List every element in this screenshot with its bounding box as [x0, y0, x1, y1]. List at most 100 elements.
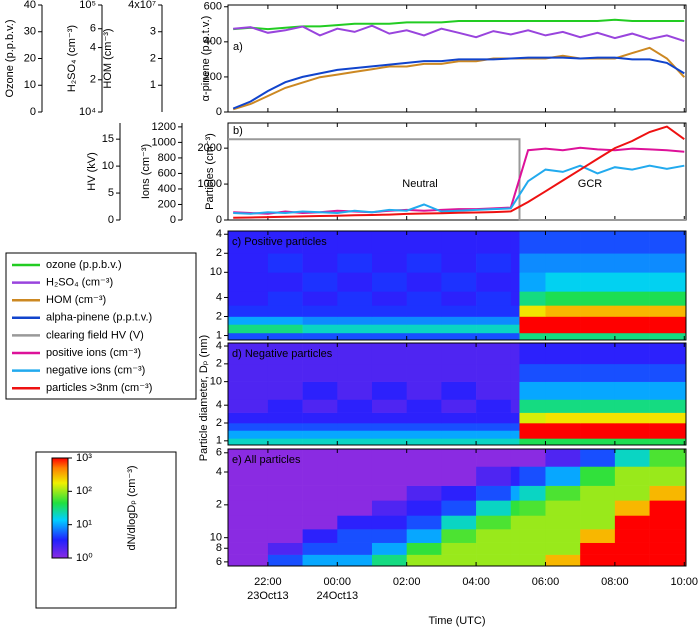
heatmap-cell [649, 363, 687, 382]
heatmap-cell [302, 485, 338, 501]
heatmap-cell [649, 554, 687, 567]
x-tick-label: 04:00 [462, 576, 490, 588]
heatmap-cell [267, 363, 303, 382]
y-tick-label: 0 [216, 214, 222, 226]
heatmap-cell [228, 231, 269, 254]
heatmap-cell [614, 423, 650, 431]
heatmap-cell [614, 515, 650, 530]
y-tick-label: 1000 [152, 136, 176, 148]
heatmap-cell [476, 305, 512, 317]
heatmap-cell [614, 542, 650, 555]
heatmap-cell [406, 381, 442, 400]
heatmap-cell [371, 438, 407, 446]
y-tick-label: 5 [108, 187, 114, 199]
x-tick-date: 23Oct13 [247, 590, 289, 602]
heatmap-cell [519, 324, 546, 334]
heatmap-cell [228, 542, 269, 555]
x-tick-date: 24Oct13 [316, 590, 358, 602]
heatmap-cell [337, 515, 373, 530]
heatmap-cell [614, 485, 650, 501]
heatmap-cell [371, 381, 407, 400]
heatmap-cell [510, 412, 520, 424]
y-tick-label: 2 [216, 310, 222, 322]
heatmap-cell [649, 438, 687, 446]
plot-frame [227, 4, 687, 113]
y-tick-label: 15 [102, 133, 114, 145]
heatmap-cell [476, 399, 512, 413]
y-tick-label: 1 [150, 79, 156, 91]
series-line [233, 24, 685, 43]
heatmap-cell [441, 515, 477, 530]
heatmap-cell [302, 399, 338, 413]
heatmap-cell [337, 343, 373, 365]
heatmap-cell [302, 305, 338, 317]
heatmap-cell [441, 399, 477, 413]
y-tick-label: 30 [24, 26, 36, 38]
y-tick-label: 40 [24, 0, 36, 11]
heatmap-cell [580, 430, 616, 439]
y-tick-label: 200 [158, 198, 176, 210]
heatmap-cell [545, 231, 581, 254]
axis-title: Ozone (p.p.b.v.) [4, 19, 16, 97]
heatmap-cell [267, 231, 303, 254]
heatmap-cell [545, 291, 581, 306]
heatmap-cell [337, 332, 373, 341]
heatmap-cell [649, 449, 687, 467]
heatmap-cell [371, 399, 407, 413]
heatmap-cell [510, 554, 520, 567]
heatmap-cell [614, 253, 650, 273]
legend-label: H₂SO₄ (cm⁻³) [46, 277, 113, 289]
heatmap-cell [614, 316, 650, 325]
heatmap-cell [267, 554, 303, 567]
heatmap-cell [476, 449, 512, 467]
plot-frame [227, 230, 687, 341]
heatmap-cell [371, 449, 407, 467]
heatmap-cell [614, 438, 650, 446]
heatmap-cell [267, 423, 303, 431]
heatmap-cell [267, 466, 303, 486]
heatmap-cell [228, 515, 269, 530]
heatmap-cell [510, 529, 520, 543]
heatmap-cell [302, 316, 338, 325]
colorbar-tick-label: 10¹ [76, 519, 92, 531]
heatmap-cell [614, 412, 650, 424]
heatmap-cell [649, 291, 687, 306]
heatmap-cell [441, 430, 477, 439]
y-tick-label: 10⁵ [79, 0, 96, 11]
axis-title: α-pinene (p.p.t.v.) [200, 16, 212, 102]
y-tick-label: 2 [216, 499, 222, 511]
heatmap-cell [406, 316, 442, 325]
colorbar-tick-label: 10⁰ [76, 552, 93, 564]
heatmap-cell [510, 449, 520, 467]
heatmap-cell [510, 515, 520, 530]
heatmap-cell [510, 542, 520, 555]
heatmap-cell [441, 291, 477, 306]
heatmap-cell [614, 324, 650, 334]
x-tick-label: 00:00 [324, 576, 352, 588]
heatmap-cell [228, 381, 269, 400]
axis-title: Particles (cm⁻³) [204, 133, 216, 210]
heatmap-cell [406, 305, 442, 317]
heatmap-cell [302, 332, 338, 341]
heatmap-cell [580, 305, 616, 317]
heatmap-cell [580, 316, 616, 325]
plot-frame [227, 122, 687, 221]
heatmap-cell [371, 430, 407, 439]
heatmap-cell [649, 485, 687, 501]
heatmap-cell [649, 316, 687, 325]
heatmap-cell [371, 253, 407, 273]
heatmap-cell [302, 343, 338, 365]
heatmap-cell [267, 485, 303, 501]
heatmap-cell [267, 430, 303, 439]
heatmap-cell [649, 343, 687, 365]
y-tick-label: 2 [216, 247, 222, 259]
heatmap-cell [406, 449, 442, 467]
heatmap-cell [580, 449, 616, 467]
legend-box [5, 252, 197, 400]
heatmap-cell [545, 430, 581, 439]
heatmap-cell [406, 324, 442, 334]
heatmap-cell [519, 343, 546, 365]
colorbar-tick-label: 10² [76, 485, 92, 497]
heatmap-cell [267, 253, 303, 273]
heatmap-cell [510, 466, 520, 486]
